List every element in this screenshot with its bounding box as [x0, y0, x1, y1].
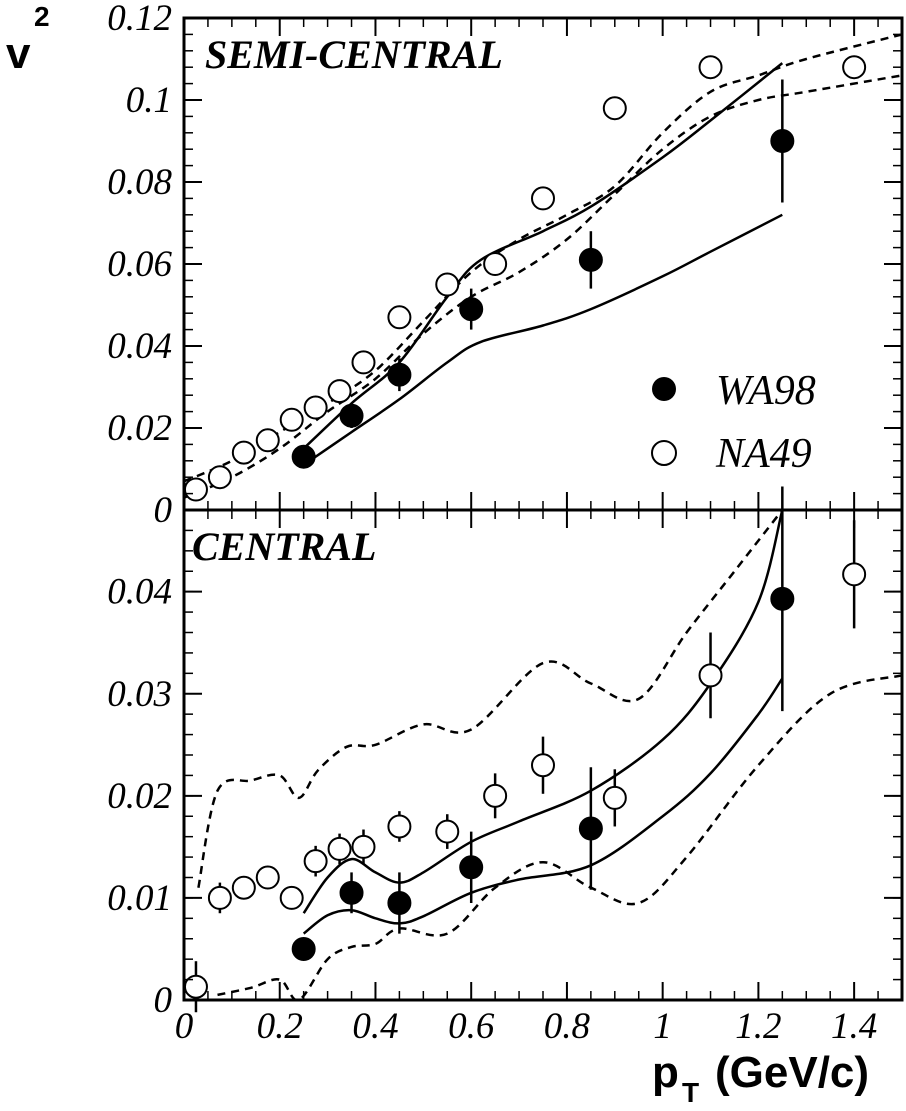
data-point-wa98-central	[459, 855, 484, 880]
data-point-na49-semi-central	[698, 55, 723, 80]
data-point-na49-central	[435, 819, 460, 844]
y-tick-label-central: 0.03	[107, 674, 172, 715]
model-curve-solid-semi-central	[302, 213, 783, 466]
data-point-na49-semi-central	[183, 477, 208, 502]
data-point-wa98-semi-central	[770, 129, 795, 153]
data-point-na49-semi-central	[483, 252, 508, 276]
x-tick-label: 1	[653, 1006, 672, 1047]
data-point-wa98-central	[339, 880, 364, 905]
data-point-na49-semi-central	[842, 55, 867, 80]
data-point-na49-central	[231, 875, 256, 900]
y-tick-label-central: 0	[154, 980, 173, 1021]
data-point-na49-central	[698, 663, 723, 688]
data-point-na49-central	[387, 814, 412, 839]
y-axis-title-subscript: 2	[34, 1, 50, 32]
y-tick-label-semi-central: 0.06	[107, 244, 172, 285]
data-point-na49-semi-central	[279, 407, 304, 432]
x-axis-title: p	[652, 1048, 679, 1097]
data-point-wa98-semi-central	[578, 247, 603, 272]
data-point-wa98-central	[578, 816, 603, 841]
data-point-na49-central	[207, 885, 232, 910]
y-tick-label-semi-central: 0.02	[107, 408, 172, 449]
data-point-na49-semi-central	[435, 272, 460, 297]
data-point-na49-central	[255, 865, 280, 890]
legend-marker-wa98	[652, 377, 676, 401]
legend-label-na49: NA49	[715, 431, 812, 477]
x-tick-label: 0.4	[352, 1006, 398, 1047]
x-axis-title-subscript: T	[682, 1077, 699, 1108]
model-curve-dashed-semi-central	[184, 74, 902, 499]
data-point-wa98-central	[770, 586, 795, 611]
y-tick-label-semi-central: 0.1	[126, 80, 172, 121]
data-point-na49-central	[483, 783, 508, 808]
x-tick-label: 0	[175, 1006, 194, 1047]
data-point-wa98-semi-central	[339, 403, 364, 428]
data-point-na49-semi-central	[207, 465, 232, 490]
data-point-na49-central	[602, 785, 627, 810]
data-point-na49-semi-central	[387, 305, 412, 330]
y-tick-label-semi-central: 0.04	[107, 326, 172, 367]
y-tick-label-central: 0.02	[107, 776, 172, 817]
model-curve-dashed-central	[197, 510, 784, 888]
x-tick-label: 0.2	[257, 1006, 303, 1047]
data-point-na49-central	[327, 836, 352, 861]
data-point-na49-semi-central	[531, 186, 555, 211]
data-point-na49-semi-central	[303, 395, 328, 420]
data-point-na49-semi-central	[327, 379, 352, 404]
x-tick-label: 0.8	[544, 1006, 591, 1047]
data-point-na49-semi-central	[602, 96, 627, 121]
y-tick-label-semi-central: 0	[154, 490, 173, 531]
data-point-na49-semi-central	[255, 428, 280, 453]
data-point-wa98-semi-central	[387, 362, 412, 387]
panel-title-central: CENTRAL	[192, 524, 376, 569]
x-tick-label: 1.2	[735, 1006, 781, 1047]
y-tick-label-central: 0.04	[107, 572, 172, 613]
y-tick-label-semi-central: 0.08	[107, 162, 172, 203]
y-tick-label-central: 0.01	[107, 878, 172, 919]
panel-title-semi-central: SEMI-CENTRAL	[205, 32, 503, 77]
data-point-na49-semi-central	[231, 440, 256, 465]
data-point-wa98-semi-central	[459, 297, 484, 322]
y-axis-title: v	[6, 29, 31, 78]
data-point-na49-central	[279, 885, 304, 910]
plot-frame-central	[182, 508, 904, 1002]
data-point-na49-semi-central	[351, 350, 376, 375]
data-point-wa98-central	[387, 891, 412, 916]
data-point-wa98-central	[291, 936, 316, 961]
x-axis-unit: (GeV/c)	[715, 1048, 869, 1097]
x-tick-label: 0.6	[448, 1006, 495, 1047]
data-point-na49-central	[531, 753, 555, 778]
legend-marker-na49	[651, 440, 677, 466]
model-curve-dashed-central	[217, 674, 902, 1000]
y-tick-label-semi-central: 0.12	[107, 0, 172, 39]
data-point-wa98-semi-central	[291, 444, 316, 469]
legend-label-wa98: WA98	[716, 368, 816, 414]
data-point-na49-central	[842, 562, 867, 587]
data-point-na49-central	[351, 834, 376, 859]
x-tick-label: 1.4	[831, 1006, 877, 1047]
data-point-na49-central	[303, 849, 328, 874]
